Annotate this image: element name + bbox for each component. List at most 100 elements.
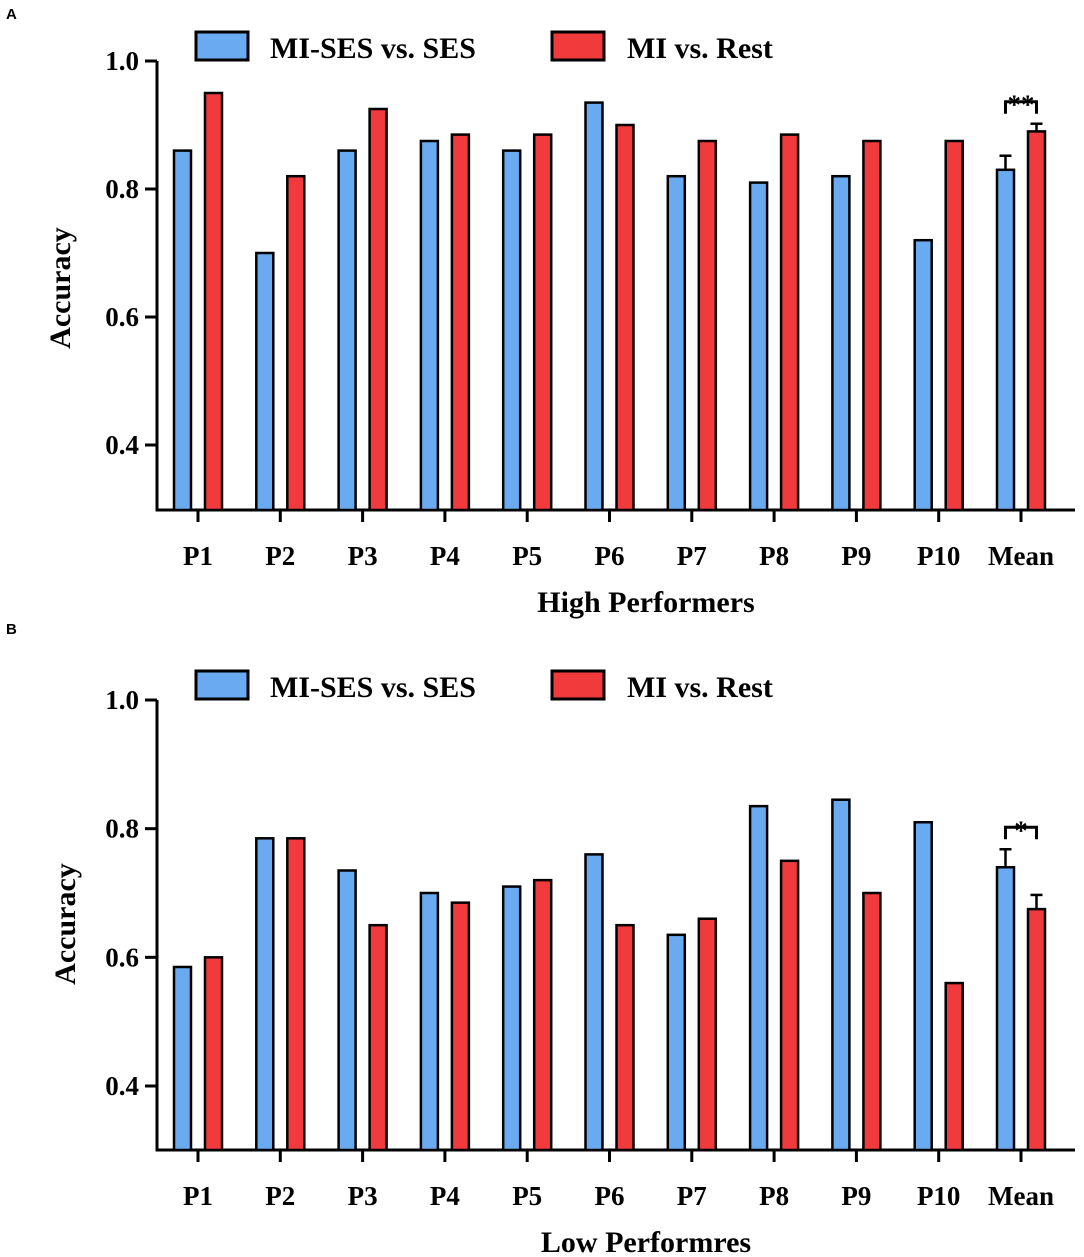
bar [748,181,769,512]
x-tick-label: P8 [759,1181,789,1211]
chart-panel-a: A MI-SES vs. SES MI vs. Rest 1.0 0.8 0.6 0.4 P1… [6,6,1075,619]
category-group: P3 [337,107,388,571]
bar [666,174,687,512]
category-group: P10 [913,820,964,1211]
category-group: P1 [172,91,224,571]
bar [368,923,388,1152]
x-tick-label: P5 [512,1181,542,1211]
bar [532,133,553,512]
chart-panel-b: B MI-SES vs. SES MI vs. Rest 1.0 0.8 0.6 0.4 P1… [6,621,1075,1257]
y-tick-label: 0.6 [105,942,139,972]
legend-label: MI-SES vs. SES [270,671,476,704]
legend-item: MI-SES vs. SES [194,30,476,65]
category-group: P5 [501,878,553,1211]
y-tick-label: 0.4 [105,430,139,460]
bar [1026,907,1047,1152]
legend-swatch [194,669,250,701]
panel-letter: B [6,621,17,638]
bar [1026,130,1047,512]
y-tick-label: 1.0 [105,685,139,715]
category-group: P4 [419,133,471,571]
bar [255,837,275,1152]
legend-swatch [550,669,606,701]
y-tick-label: 1.0 [105,46,139,76]
significance-label: ** [1008,90,1035,120]
bar [286,837,306,1152]
bar [501,149,522,512]
x-tick-label: P3 [348,541,378,571]
legend-swatch [194,30,250,62]
x-tick-label: Mean [988,1181,1054,1211]
bar [368,107,388,512]
x-tick-label: P1 [183,541,213,571]
bar [831,174,851,512]
bar [584,101,604,512]
bar [337,869,357,1152]
x-tick-label: P8 [759,541,789,571]
bar [501,885,522,1152]
bar [255,251,275,512]
category-group: P5 [501,133,553,571]
bar [831,798,851,1152]
x-tick-label: P4 [430,1181,460,1211]
category-group: P10 [913,139,964,571]
x-tick-label: Mean [988,541,1054,571]
bar [615,923,635,1152]
legend-item: MI vs. Rest [550,669,773,704]
bar [862,891,882,1152]
category-group: P9 [831,798,882,1211]
bar [779,859,800,1152]
bar [697,917,718,1152]
bar [203,91,224,512]
x-tick-label: P9 [841,1181,871,1211]
bar [337,149,357,512]
significance-label: * [1014,815,1028,845]
significance-bracket: * [1004,815,1038,845]
bar [286,174,306,512]
bar [944,981,964,1152]
category-group: P2 [255,837,306,1211]
category-group: P4 [419,891,471,1211]
category-group: P7 [666,917,718,1211]
bar [748,804,769,1152]
category-group: P3 [337,869,388,1211]
y-tick-label: 0.8 [105,174,139,204]
bar [532,878,553,1152]
category-group: P9 [831,139,882,571]
x-tick-label: P5 [512,541,542,571]
x-axis-title: Low Performres [541,1226,751,1257]
legend-item: MI-SES vs. SES [194,669,476,704]
bar [862,139,882,512]
x-tick-label: P9 [841,541,871,571]
category-group: P8 [748,804,800,1211]
category-group: Mean [988,122,1054,571]
category-group: Mean [988,848,1054,1211]
significance-line [1004,100,1038,114]
significance-bracket: ** [1004,90,1038,120]
x-tick-label: P2 [265,541,295,571]
y-tick-label: 0.8 [105,814,139,844]
x-tick-label: P3 [348,1181,378,1211]
x-axis-title: High Performers [537,586,754,619]
legend-label: MI vs. Rest [627,32,773,65]
bar [913,820,933,1152]
x-tick-label: P2 [265,1181,295,1211]
significance-line [1004,825,1038,840]
y-tick-label: 0.4 [105,1071,139,1101]
legend: MI-SES vs. SES MI vs. Rest [194,669,773,704]
panel-letter: A [6,6,17,23]
bar [584,853,604,1152]
y-tick-label: 0.6 [105,302,139,332]
bar [913,238,933,512]
category-group: P6 [584,853,635,1211]
category-group: P1 [172,956,224,1211]
bar [697,139,718,512]
bar [450,133,471,512]
x-tick-label: P10 [917,1181,961,1211]
bar [203,956,224,1152]
legend-label: MI-SES vs. SES [270,32,476,65]
category-group: P8 [748,133,800,571]
y-axis-title: Accuracy [49,863,82,985]
